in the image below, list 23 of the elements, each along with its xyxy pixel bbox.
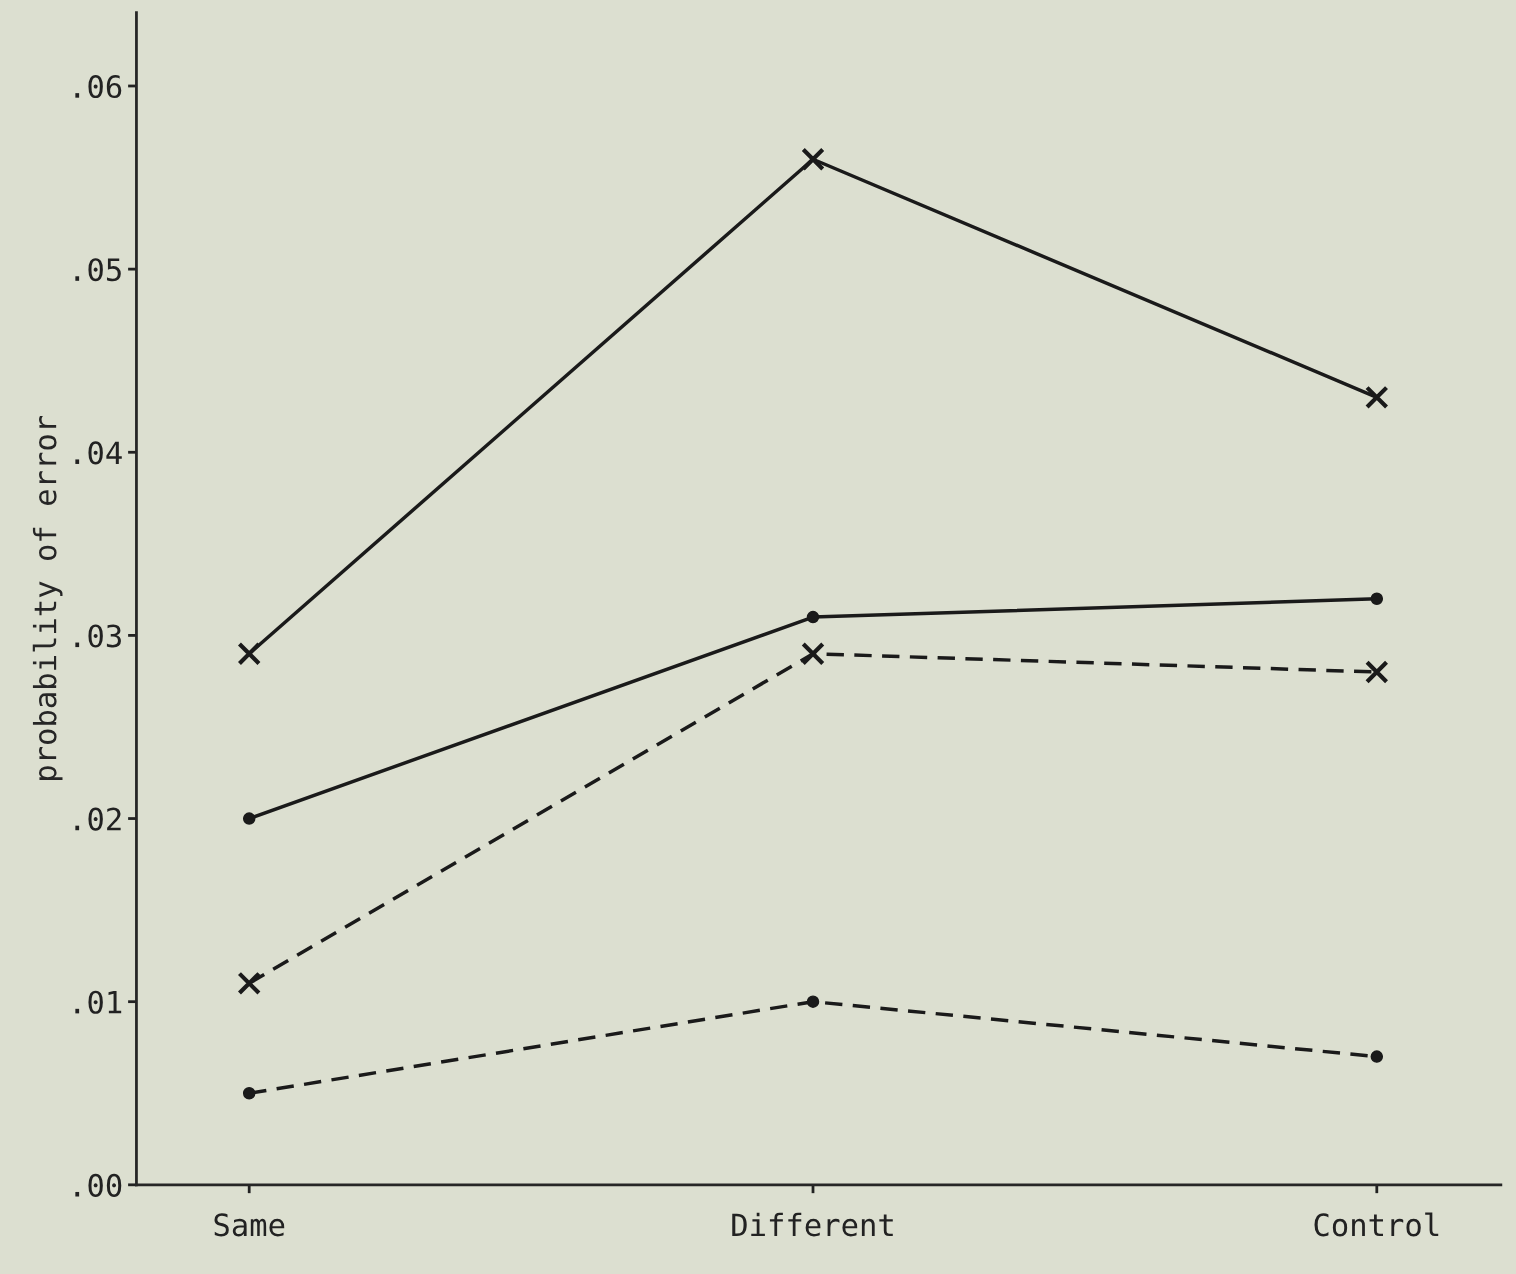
point — [237, 971, 262, 996]
y-tick-label: .05 — [75, 258, 121, 282]
point — [1364, 660, 1389, 684]
point — [242, 1087, 256, 1100]
x-tick-label: Same — [214, 1213, 285, 1237]
point — [1370, 1050, 1384, 1063]
y-tick-label: .01 — [75, 990, 122, 1014]
y-tick-label: .00 — [75, 1173, 122, 1197]
y-tick-label: .03 — [75, 624, 121, 648]
point — [806, 995, 820, 1008]
y-tick-label: .02 — [75, 807, 121, 831]
x-tick-label: Different — [732, 1212, 893, 1237]
point — [242, 812, 256, 825]
point — [237, 641, 262, 666]
point — [801, 641, 825, 666]
point — [1364, 385, 1389, 410]
point — [801, 147, 825, 172]
y-axis-title: probability of error — [32, 415, 63, 780]
y-tick-label: .04 — [75, 441, 122, 465]
y-tick-label: .06 — [75, 75, 122, 99]
point — [1370, 592, 1384, 606]
x-tick-label: Control — [1314, 1212, 1439, 1237]
point — [806, 610, 820, 624]
